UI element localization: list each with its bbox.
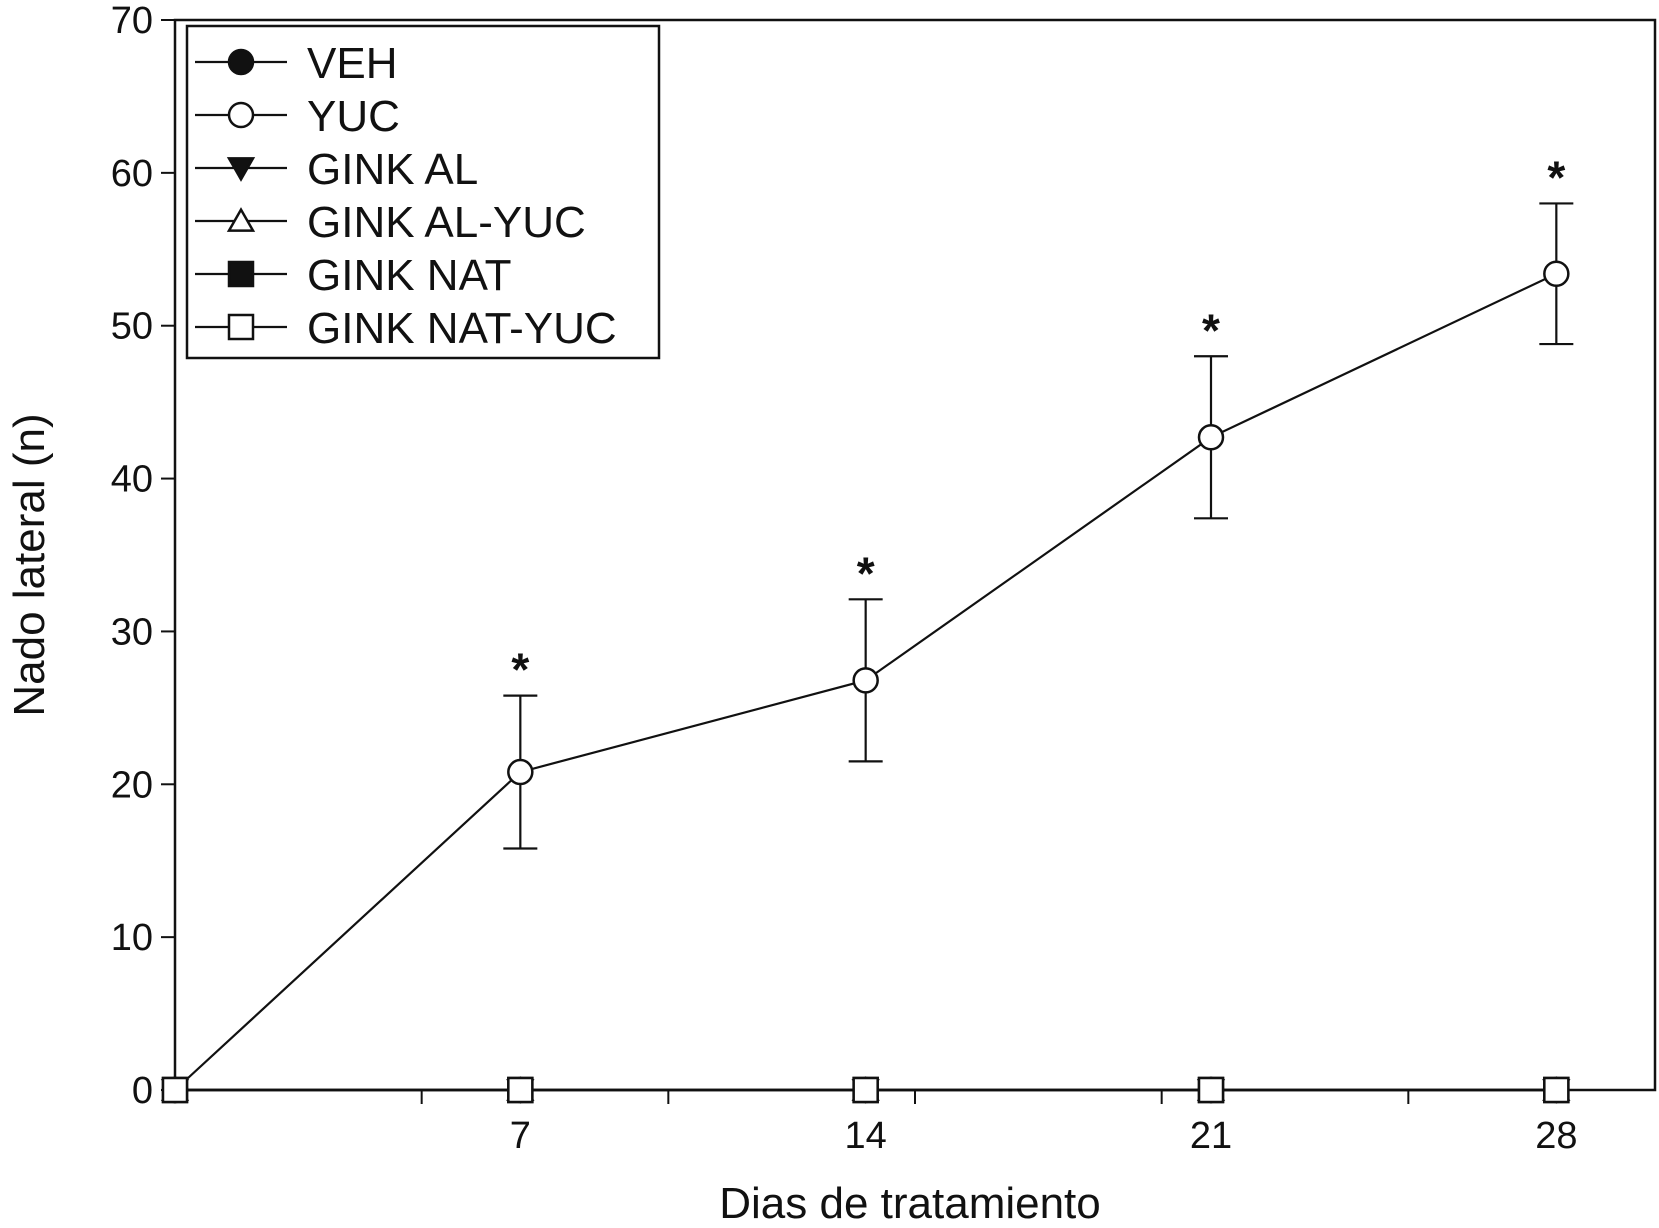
- legend-marker: [227, 101, 255, 129]
- data-point: [1543, 260, 1570, 287]
- legend-item: GINK NAT: [195, 251, 512, 300]
- legend-box: [185, 24, 661, 360]
- x-tick-label: 21: [1190, 1115, 1232, 1157]
- data-point: [1197, 1076, 1225, 1104]
- legend-marker: [227, 48, 255, 76]
- legend-item: GINK AL-YUC: [195, 198, 586, 247]
- y-tick-label: 20: [111, 764, 153, 806]
- data-point: [507, 1076, 534, 1104]
- legend-item: GINK AL: [195, 145, 478, 194]
- data-point: [1543, 1076, 1570, 1104]
- x-tick-label: 28: [1535, 1115, 1577, 1157]
- x-tick-label: 14: [845, 1115, 887, 1157]
- legend-label: YUC: [307, 92, 400, 141]
- legend-marker: [227, 260, 255, 288]
- legend-item: YUC: [195, 92, 400, 141]
- legend-label: VEH: [307, 39, 397, 88]
- y-tick-label: 50: [111, 306, 153, 348]
- y-tick-label: 60: [111, 153, 153, 195]
- legend-label: GINK AL-YUC: [307, 198, 586, 247]
- significance-marker: *: [1202, 304, 1220, 356]
- y-axis-title: Nado lateral (n): [5, 413, 54, 716]
- legend-marker: [226, 207, 256, 232]
- series-layer: * * * *: [160, 151, 1574, 1104]
- legend-label: GINK AL: [307, 145, 478, 194]
- data-point: [1197, 424, 1225, 451]
- x-tick-label: 7: [510, 1115, 531, 1157]
- x-axis-title: Dias de tratamiento: [719, 1179, 1101, 1228]
- y-tick-label: 0: [132, 1070, 153, 1112]
- ticks: 0 10 20 30 40 50 60 70 7 14 21 28: [111, 0, 1578, 1157]
- y-tick-label: 40: [111, 459, 153, 501]
- legend-marker: [227, 313, 255, 341]
- data-point: [852, 1076, 879, 1104]
- legend-label: GINK NAT-YUC: [307, 304, 617, 353]
- data-point: [852, 667, 879, 694]
- data-point: [507, 758, 534, 786]
- significance-marker: *: [511, 644, 529, 696]
- y-tick-label: 30: [111, 611, 153, 653]
- data-point: [161, 1076, 189, 1104]
- y-tick-label: 10: [111, 917, 153, 959]
- series-gink-nat-yuc: [161, 1076, 1570, 1104]
- y-tick-label: 70: [111, 0, 153, 42]
- legend-item: GINK NAT-YUC: [195, 304, 617, 353]
- legend-marker: [226, 157, 256, 182]
- significance-marker: *: [857, 547, 875, 599]
- legend-label: GINK NAT: [307, 251, 512, 300]
- legend-item: VEH: [195, 39, 397, 88]
- significance-marker: *: [1547, 151, 1565, 203]
